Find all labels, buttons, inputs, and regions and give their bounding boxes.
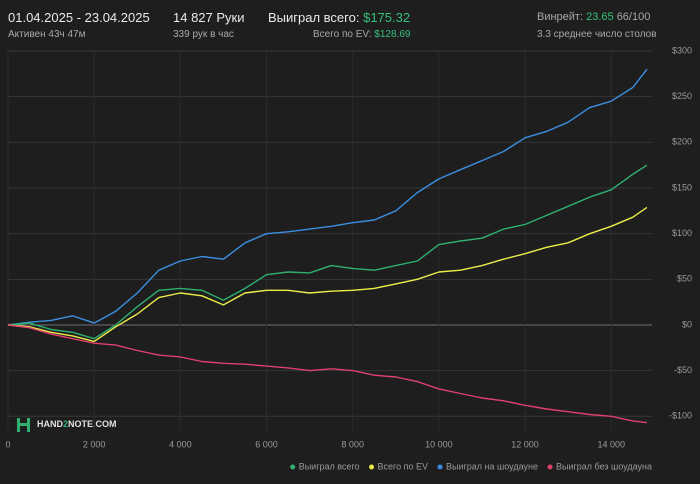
value: $175.32	[363, 10, 411, 25]
legend-swatch	[437, 464, 443, 470]
x-tick-label: 0	[5, 439, 10, 449]
x-tick-label: 6 000	[255, 439, 278, 449]
y-tick-label: $300	[672, 45, 692, 55]
series-line	[7, 164, 648, 340]
x-tick-label: 4 000	[169, 439, 192, 449]
legend-swatch	[547, 464, 553, 470]
active-time: Активен 43ч 47м	[8, 29, 86, 40]
winrate: Винрейт: 23.65 66/100	[537, 11, 650, 23]
label: Винрейт:	[537, 11, 584, 23]
hands-per-hour: 339 рук в час	[173, 29, 234, 40]
label: Выиграл всего:	[268, 10, 360, 25]
label: Всего по EV:	[313, 29, 372, 40]
x-tick-label: 12 000	[511, 439, 539, 449]
ev-total: Всего по EV: $128.69	[313, 29, 410, 40]
x-tick-label: 10 000	[425, 439, 453, 449]
legend: Выиграл без шоудауна Выиграл на шоудауне В…	[290, 461, 652, 471]
unit: 66/100	[616, 11, 651, 23]
won-total: Выиграл всего: $175.32	[268, 10, 410, 25]
series-line	[7, 68, 648, 326]
y-tick-label: -$50	[674, 365, 692, 375]
y-tick-label: $150	[672, 182, 692, 192]
y-tick-label: $50	[677, 274, 692, 284]
legend-label: Выиграл всего	[299, 461, 360, 471]
y-tick-label: -$100	[669, 411, 692, 421]
legend-label: Выиграл на шоудауне	[446, 461, 538, 471]
legend-label: Всего по EV	[378, 461, 428, 471]
legend-swatch	[369, 464, 375, 470]
dates: 01.04.2025 - 23.04.2025	[8, 10, 150, 25]
legend-swatch	[290, 464, 296, 470]
y-tick-label: $200	[672, 137, 692, 147]
x-tick-label: 8 000	[341, 439, 364, 449]
logo-part: HAND	[37, 419, 63, 429]
logo-icon	[17, 418, 30, 432]
hands: 14 827 Руки	[173, 10, 245, 25]
y-tick-label: $100	[672, 228, 692, 238]
logo-part: 2	[63, 419, 68, 429]
x-tick-label: 14 000	[597, 439, 625, 449]
value: 23.65	[586, 11, 614, 23]
legend-label: Выиграл без шоудауна	[556, 461, 652, 471]
series-line	[7, 206, 648, 343]
tables: 3.3 среднее число столов	[537, 29, 657, 40]
logo: HAND2NOTE.COM	[37, 419, 117, 429]
value: $128.69	[374, 29, 411, 40]
x-tick-label: 2 000	[83, 439, 106, 449]
y-tick-label: $0	[682, 319, 692, 329]
logo-part: NOTE.COM	[68, 419, 117, 429]
y-tick-label: $250	[672, 91, 692, 101]
series-line	[7, 324, 647, 424]
